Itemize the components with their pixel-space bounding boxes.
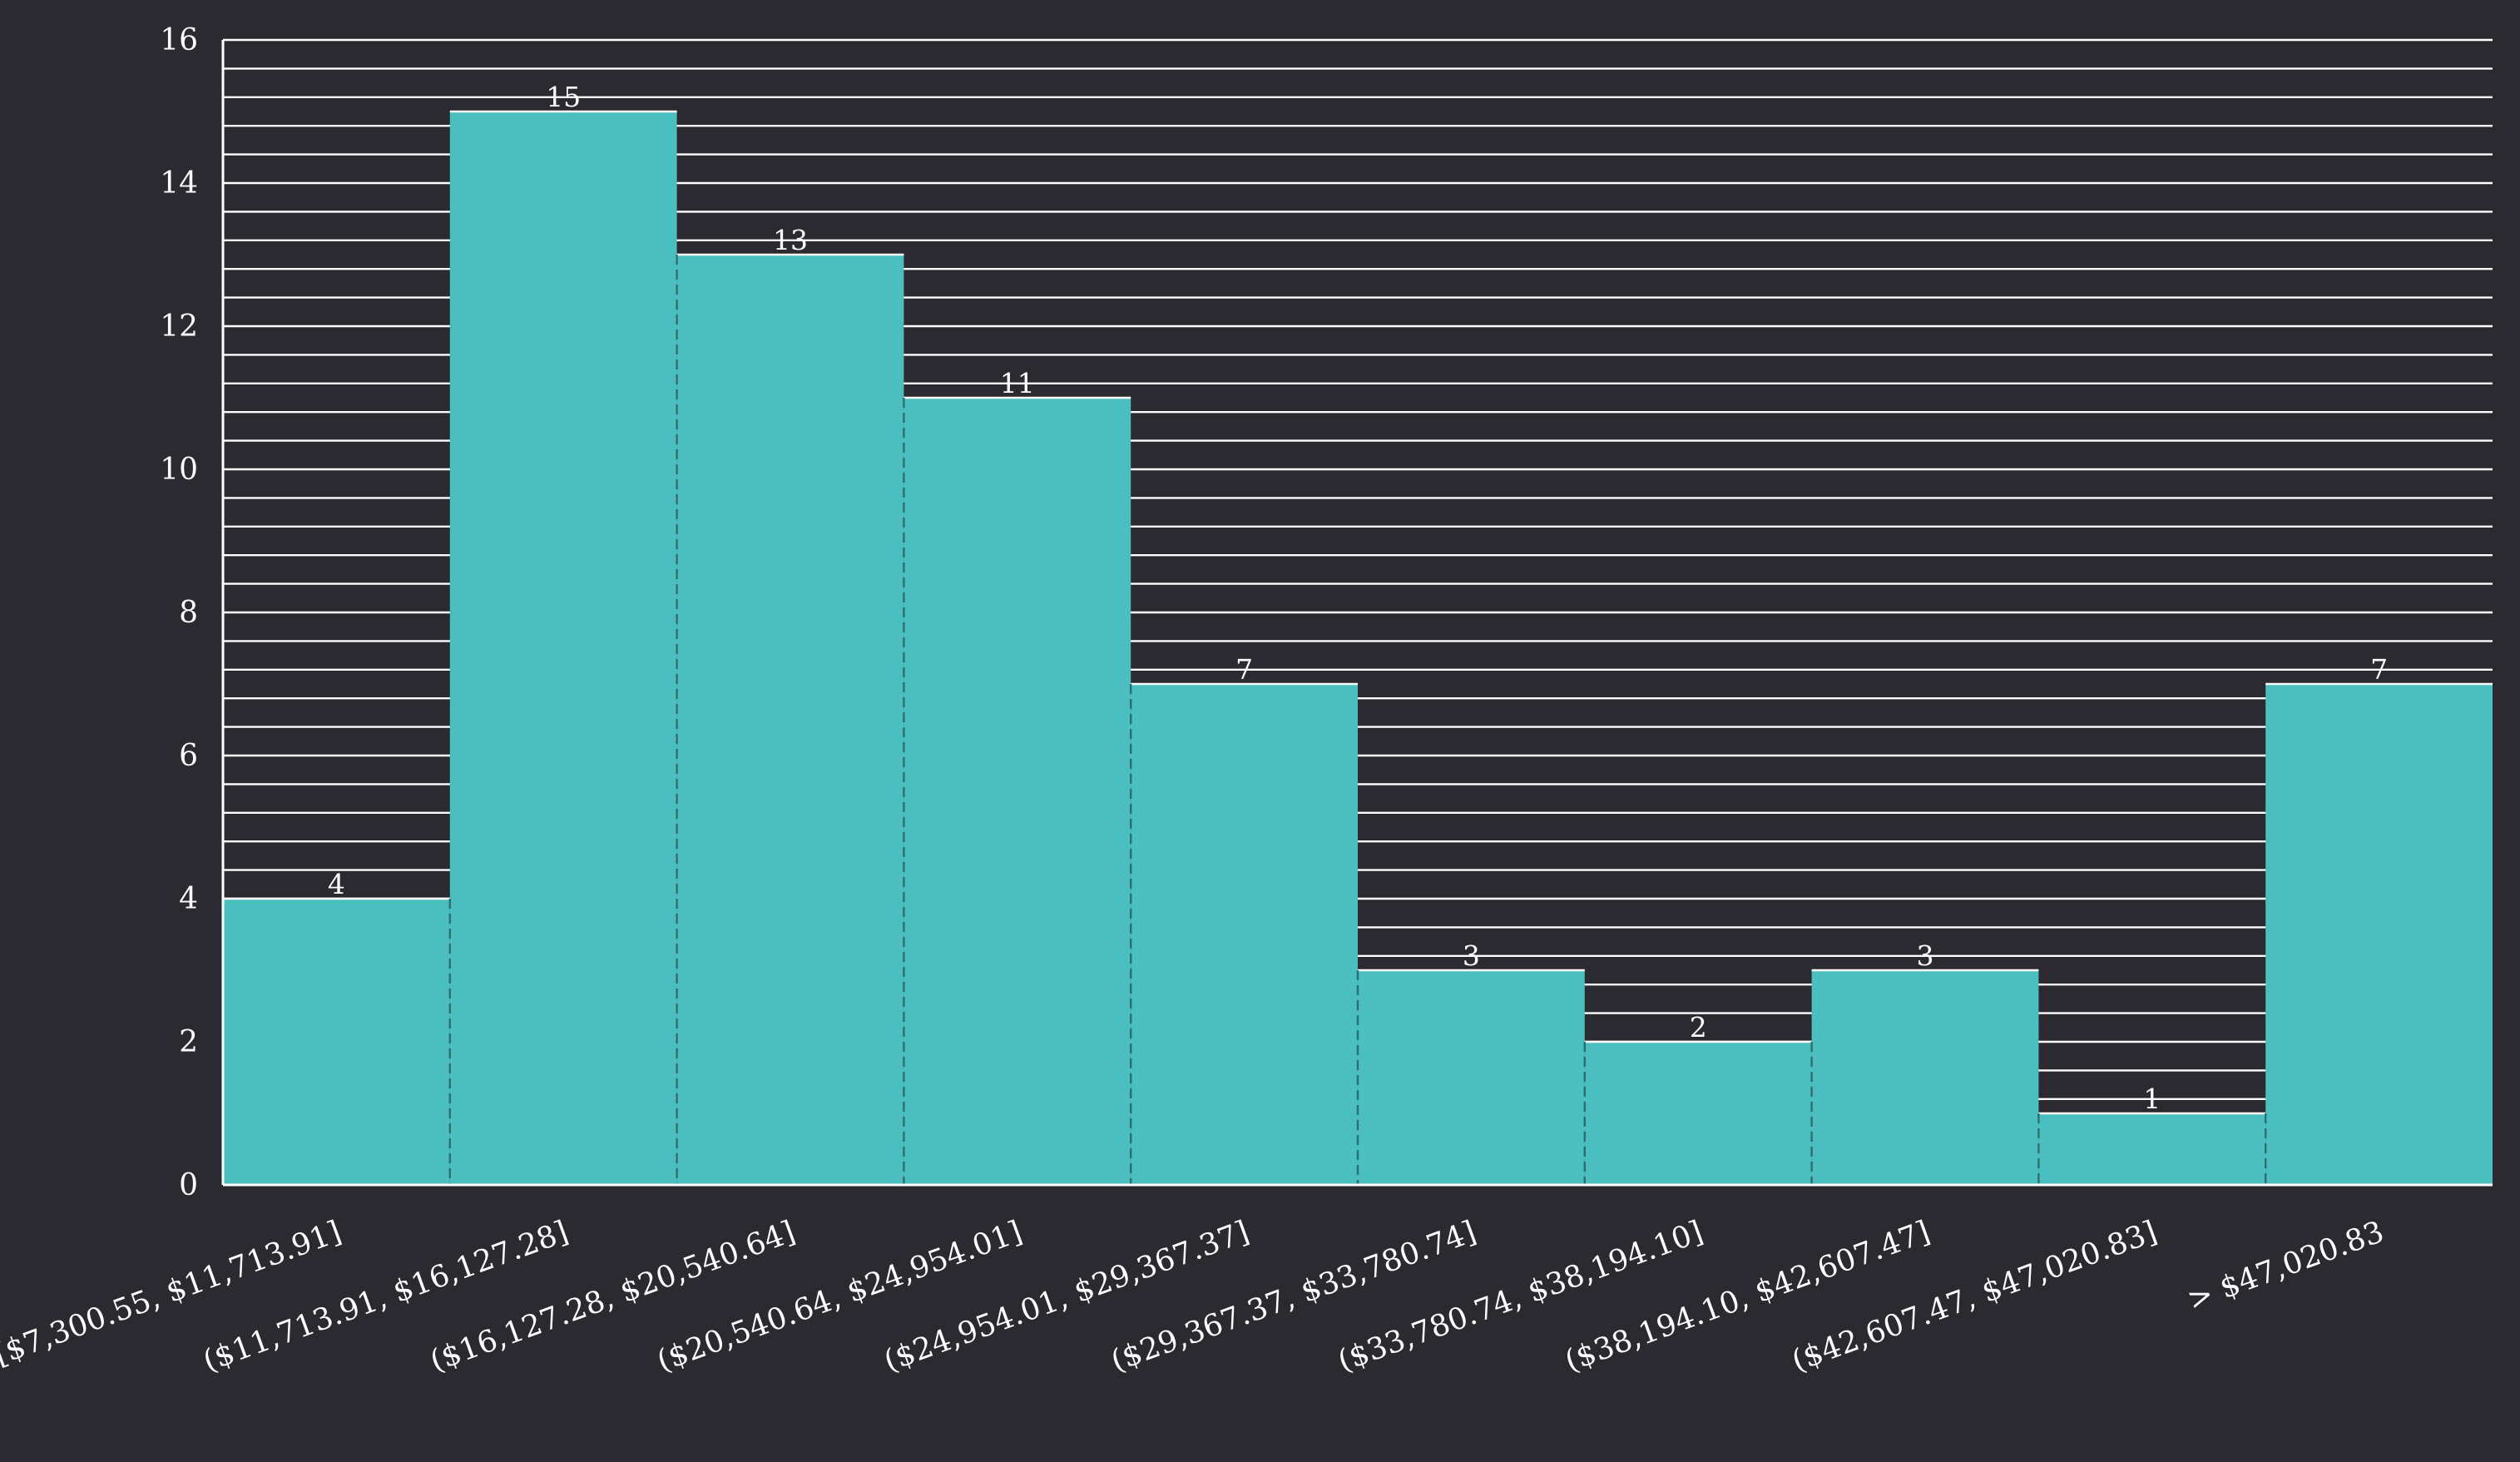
axes xyxy=(221,40,2493,1187)
y-axis-ticks: 0 2 4 6 8 10 12 14 16 xyxy=(160,23,198,1202)
bar xyxy=(2038,1113,2266,1185)
bars xyxy=(223,110,2493,1185)
bar-value-label: 11 xyxy=(1000,367,1035,399)
bar-value-label: 3 xyxy=(1917,939,1934,972)
y-tick-label: 14 xyxy=(160,166,198,201)
bar xyxy=(1811,970,2039,1185)
bar xyxy=(223,899,450,1185)
bar-value-label: 7 xyxy=(2370,653,2388,686)
bar-value-label: 13 xyxy=(773,224,808,256)
y-tick-label: 10 xyxy=(160,453,198,487)
bar-value-label: 3 xyxy=(1463,939,1480,972)
bar xyxy=(449,112,677,1185)
bar-value-label: 4 xyxy=(328,868,345,900)
bar-value-label: 15 xyxy=(546,81,581,113)
y-tick-label: 6 xyxy=(179,739,198,773)
bar xyxy=(904,398,1131,1185)
bar xyxy=(1584,1042,1812,1185)
bar xyxy=(1131,684,1358,1185)
bar xyxy=(1358,970,1585,1185)
bar-value-label: 1 xyxy=(2143,1083,2161,1115)
y-tick-label: 2 xyxy=(179,1025,198,1059)
bar-value-label: 2 xyxy=(1690,1011,1707,1043)
y-tick-label: 8 xyxy=(179,596,198,630)
bar xyxy=(676,255,904,1185)
bar-value-label: 7 xyxy=(1235,653,1253,686)
y-tick-label: 0 xyxy=(179,1168,198,1202)
y-tick-label: 16 xyxy=(160,23,198,57)
bar xyxy=(2265,684,2493,1185)
bar-value-labels: 4 15 13 11 7 3 2 3 1 7 xyxy=(328,81,2388,1115)
y-tick-label: 4 xyxy=(179,882,198,916)
y-tick-label: 12 xyxy=(160,310,198,344)
